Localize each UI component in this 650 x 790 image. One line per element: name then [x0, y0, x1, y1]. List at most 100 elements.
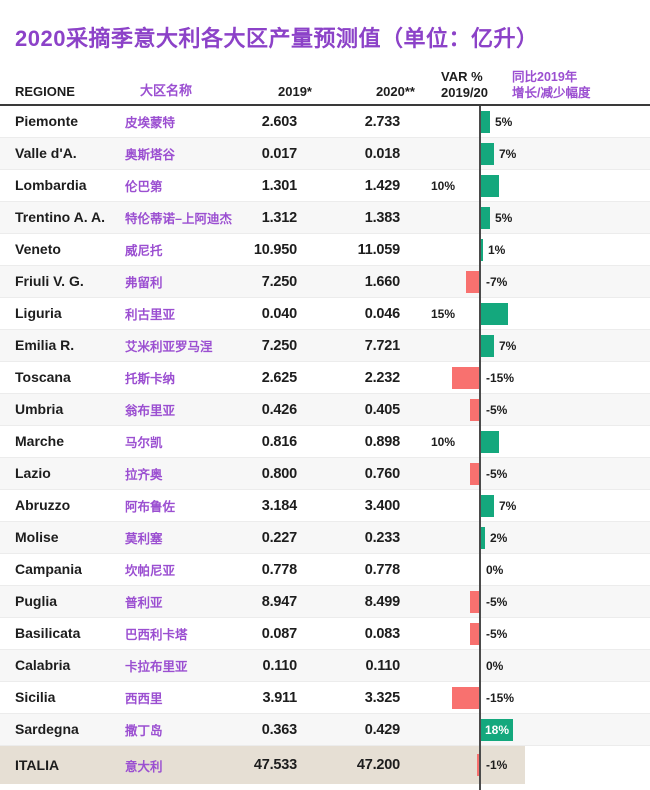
table-row: Puglia 普利亚 8.947 8.499 -5%	[0, 586, 650, 618]
region-name: Veneto	[15, 241, 61, 257]
value-2019: 2.625	[261, 369, 297, 386]
value-2020: 0.083	[364, 625, 400, 642]
region-cn-name: 利古里亚	[125, 308, 176, 322]
region-cn-name: 坎帕尼亚	[125, 564, 176, 578]
value-2020: 0.110	[365, 657, 401, 674]
value-2019: 7.250	[261, 273, 297, 290]
value-2020: 1.383	[364, 209, 400, 226]
column-header-2020: 2020**	[375, 84, 415, 99]
var-label-left: 10%	[430, 434, 455, 449]
column-header-regione: REGIONE	[15, 84, 75, 99]
var-label: 1%	[488, 242, 506, 257]
region-cn-name: 撒丁岛	[125, 724, 163, 738]
table-row: Umbria 翁布里亚 0.426 0.405 -5%	[0, 394, 650, 426]
var-label-left: 15%	[430, 306, 455, 321]
column-header-pct-line2: 增长/减少幅度	[512, 86, 591, 100]
var-bar	[470, 622, 479, 645]
value-2020: 0.018	[364, 145, 400, 162]
region-name: Liguria	[15, 305, 62, 321]
region-cn-name: 阿布鲁佐	[125, 500, 176, 514]
column-header-2019: 2019*	[278, 84, 312, 99]
table-header: REGIONE 大区名称 2019* 2020** VAR % 2019/20 …	[0, 58, 650, 106]
var-label: 7%	[499, 498, 517, 513]
value-2020: 1.660	[364, 273, 400, 290]
value-2019: 0.426	[261, 401, 297, 418]
region-name: Lazio	[15, 465, 51, 481]
var-bar	[452, 366, 479, 389]
region-cn-name: 弗留利	[125, 276, 163, 290]
table-row: Valle d'A. 奥斯塔谷 0.017 0.018 7%	[0, 138, 650, 170]
table-row: Marche 马尔凯 0.816 0.898 10%	[0, 426, 650, 458]
region-cn-name: 特伦蒂诺–上阿迪杰	[125, 212, 232, 226]
table-row: Sardegna 撒丁岛 0.363 0.429 18%	[0, 714, 650, 746]
table-body: Piemonte 皮埃蒙特 2.603 2.733 5% Valle d'A. …	[0, 106, 650, 790]
value-2019: 0.800	[261, 465, 297, 482]
page-title: 2020采摘季意大利各大区产量预测值（单位：亿升）	[15, 26, 539, 51]
table-row: Campania 坎帕尼亚 0.778 0.778 0%	[0, 554, 650, 586]
var-bar	[470, 462, 479, 485]
region-name: Campania	[15, 561, 82, 577]
table-row: Calabria 卡拉布里亚 0.110 0.110 0%	[0, 650, 650, 682]
table-row: Sicilia 西西里 3.911 3.325 -15%	[0, 682, 650, 714]
value-2019: 7.250	[261, 337, 297, 354]
table-row: Basilicata 巴西利卡塔 0.087 0.083 -5%	[0, 618, 650, 650]
region-cn-name: 卡拉布里亚	[125, 660, 188, 674]
value-2020: 7.721	[364, 337, 400, 354]
value-2019: 0.227	[261, 529, 297, 546]
value-2019: 0.363	[261, 721, 297, 738]
value-2020: 0.046	[364, 305, 400, 322]
var-bar	[481, 718, 513, 741]
value-2019: 47.533	[253, 757, 297, 773]
column-header-var-line2: 2019/20	[441, 85, 488, 100]
var-bar	[481, 302, 508, 325]
var-label: 5%	[495, 210, 513, 225]
var-bar	[466, 270, 479, 293]
column-header-pct-change: 同比2019年 增长/减少幅度	[512, 69, 590, 101]
region-cn-name: 西西里	[125, 692, 163, 706]
region-cn-name: 意大利	[125, 759, 163, 774]
var-label: -15%	[486, 370, 515, 385]
header-divider	[0, 104, 650, 106]
table-row: Abruzzo 阿布鲁佐 3.184 3.400 7%	[0, 490, 650, 522]
value-2019: 3.911	[262, 689, 298, 706]
table-row: Friuli V. G. 弗留利 7.250 1.660 -7%	[0, 266, 650, 298]
var-label: 0%	[486, 562, 504, 577]
value-2019: 2.603	[261, 113, 297, 130]
value-2020: 0.233	[364, 529, 400, 546]
value-2019: 1.312	[261, 209, 297, 226]
value-2019: 0.017	[261, 145, 297, 162]
region-name: Toscana	[15, 369, 71, 385]
var-label: -5%	[486, 466, 508, 481]
value-2020: 0.760	[364, 465, 400, 482]
region-name: Calabria	[15, 657, 71, 673]
value-2020: 0.778	[364, 561, 400, 578]
var-label: 2%	[490, 530, 508, 545]
region-name: Sicilia	[15, 689, 56, 705]
region-name: Molise	[15, 529, 59, 545]
table-row: Lombardia 伦巴第 1.301 1.429 10%	[0, 170, 650, 202]
value-2019: 10.950	[253, 241, 297, 258]
region-name: Valle d'A.	[15, 145, 77, 161]
region-cn-name: 拉齐奥	[125, 468, 163, 482]
region-cn-name: 威尼托	[125, 244, 163, 258]
table-row: Piemonte 皮埃蒙特 2.603 2.733 5%	[0, 106, 650, 138]
value-2020: 2.733	[364, 113, 400, 130]
var-bar	[481, 206, 490, 229]
var-label: -15%	[486, 690, 515, 705]
region-name: Emilia R.	[15, 337, 75, 353]
region-name: Lombardia	[15, 177, 87, 193]
region-cn-name: 莫利塞	[125, 532, 163, 546]
region-cn-name: 翁布里亚	[125, 404, 176, 418]
value-2020: 11.059	[357, 241, 401, 258]
value-2020: 3.325	[364, 689, 400, 706]
table-row: ITALIA 意大利 47.533 47.200 -1%	[0, 746, 650, 784]
table-row: Liguria 利古里亚 0.040 0.046 15%	[0, 298, 650, 330]
var-label: -7%	[486, 274, 508, 289]
column-header-cn-name: 大区名称	[140, 83, 193, 98]
table-row: Molise 莫利塞 0.227 0.233 2%	[0, 522, 650, 554]
var-bar	[477, 754, 479, 776]
region-name: Basilicata	[15, 625, 81, 641]
table-row: Veneto 威尼托 10.950 11.059 1%	[0, 234, 650, 266]
region-name: Trentino A. A.	[15, 209, 105, 225]
